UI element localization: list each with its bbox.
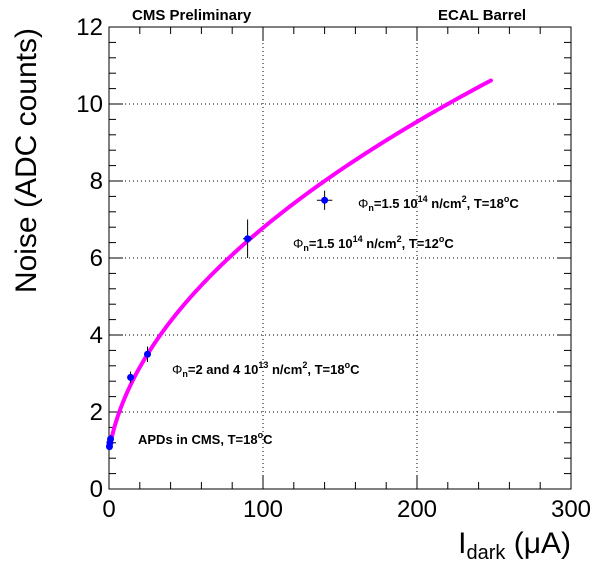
x-tick-label: 100 <box>243 496 283 523</box>
data-point <box>144 346 151 362</box>
annotation-phi-1.5e14-12C: Φn=1.5 1014 n/cm2, T=12oC <box>293 234 454 253</box>
y-axis-label: Noise (ADC counts) <box>10 28 43 293</box>
point-marker <box>244 235 252 243</box>
point-marker <box>127 373 135 381</box>
data-point <box>107 435 115 443</box>
tick-labels: 0 100 200 300 0 2 4 6 8 10 12 <box>76 14 591 523</box>
data-points <box>105 190 333 451</box>
point-marker <box>107 435 115 443</box>
y-tick-label: 10 <box>76 91 103 118</box>
y-tick-label: 12 <box>76 14 103 41</box>
data-point <box>127 371 135 384</box>
annotation-phi-1.5e14-18C: Φn=1.5 1014 n/cm2, T=18oC <box>358 194 519 213</box>
annotation-phi-2-4e13-18C: Φn=2 and 4 1013 n/cm2, T=18oC <box>172 360 360 379</box>
y-tick-label: 4 <box>90 322 103 349</box>
fit-curve-line <box>107 78 493 449</box>
data-point <box>242 219 253 258</box>
header-right: ECAL Barrel <box>438 7 526 24</box>
point-marker <box>144 350 151 358</box>
header-left: CMS Preliminary <box>132 7 252 24</box>
y-tick-label: 8 <box>90 168 103 195</box>
point-marker <box>321 196 329 204</box>
y-tick-label: 6 <box>90 245 103 272</box>
x-tick-label: 200 <box>397 496 437 523</box>
y-tick-label: 0 <box>90 476 103 503</box>
fit-curve <box>107 78 493 449</box>
x-tick-label: 0 <box>102 496 115 523</box>
axis-ticks <box>108 26 572 490</box>
annotation-apds-in-cms: APDs in CMS, T=18oC <box>138 430 273 447</box>
grid-lines <box>109 27 571 489</box>
data-point <box>316 190 333 210</box>
x-axis-label: Idark (μA) <box>458 527 571 561</box>
x-tick-label: 300 <box>551 496 591 523</box>
y-tick-label: 2 <box>90 399 103 426</box>
